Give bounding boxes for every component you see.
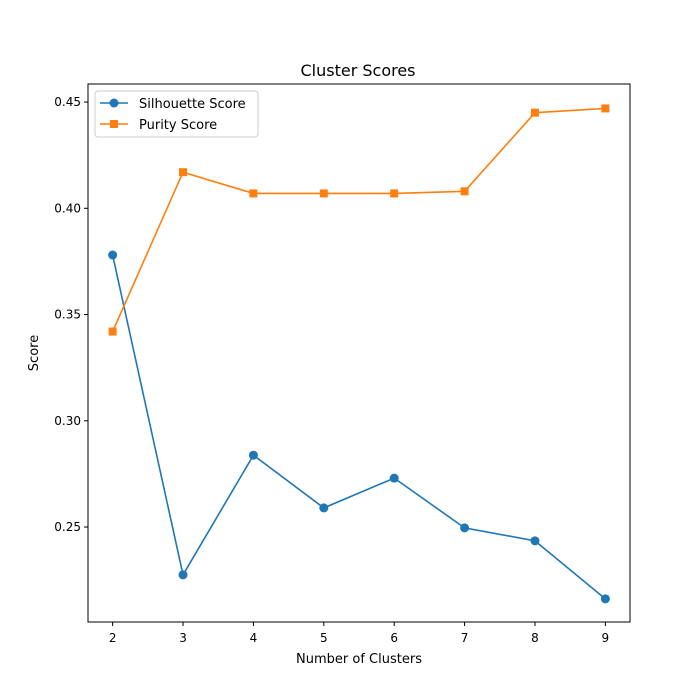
purity-score-point: [460, 187, 469, 196]
x-axis-label: Number of Clusters: [296, 652, 422, 667]
series-layer: [108, 104, 610, 604]
silhouette-score-point: [178, 570, 188, 580]
y-tick-label: 0.30: [54, 414, 81, 428]
silhouette-score-point: [108, 250, 118, 260]
silhouette-score-line: [111, 254, 606, 600]
purity-score-point: [390, 189, 399, 198]
legend-silhouette-score-marker: [109, 98, 119, 108]
y-tick-label: 0.40: [54, 201, 81, 215]
purity-score-point: [108, 327, 117, 336]
chart-title: Cluster Scores: [300, 61, 415, 80]
silhouette-score-point: [460, 523, 470, 533]
legend-entries: Silhouette Score Purity Score: [100, 97, 246, 133]
x-axis-ticks: 2 3 4 5 6 7 8 9: [109, 622, 609, 645]
purity-score-line: [111, 107, 606, 332]
purity-score-point: [530, 108, 539, 117]
purity-score-point: [319, 189, 328, 198]
legend-box: [94, 90, 259, 138]
x-tick-label: 5: [320, 631, 328, 645]
y-tick-label: 0.45: [54, 95, 81, 109]
legend-purity-score-label: Purity Score: [139, 118, 217, 133]
legend-purity-score-marker: [110, 120, 118, 128]
x-tick-label: 8: [531, 631, 539, 645]
y-axis-ticks: 0.25 0.30 0.35 0.40 0.45: [54, 95, 88, 534]
plot-area: 2 3 4 5 6 7 8 9 0.25 0.30 0.35 0.40 0.45: [54, 83, 631, 645]
purity-score-point: [601, 104, 610, 113]
axes-frame: [87, 83, 631, 623]
y-axis-label: Score: [27, 335, 42, 371]
purity-score-point: [179, 168, 188, 177]
silhouette-score-point: [248, 450, 258, 460]
purity-score-point: [249, 189, 258, 198]
x-tick-label: 4: [250, 631, 258, 645]
x-tick-label: 3: [179, 631, 187, 645]
legend: Silhouette Score Purity Score: [94, 90, 259, 138]
x-tick-label: 6: [390, 631, 398, 645]
x-tick-label: 9: [602, 631, 610, 645]
silhouette-score-point: [389, 473, 399, 483]
x-tick-label: 7: [461, 631, 469, 645]
y-tick-label: 0.25: [54, 520, 81, 534]
y-tick-label: 0.35: [54, 308, 81, 322]
x-tick-label: 2: [109, 631, 117, 645]
silhouette-score-point: [530, 536, 540, 546]
silhouette-score-point: [600, 594, 610, 604]
legend-silhouette-score-label: Silhouette Score: [139, 97, 246, 112]
silhouette-score-point: [319, 503, 329, 513]
